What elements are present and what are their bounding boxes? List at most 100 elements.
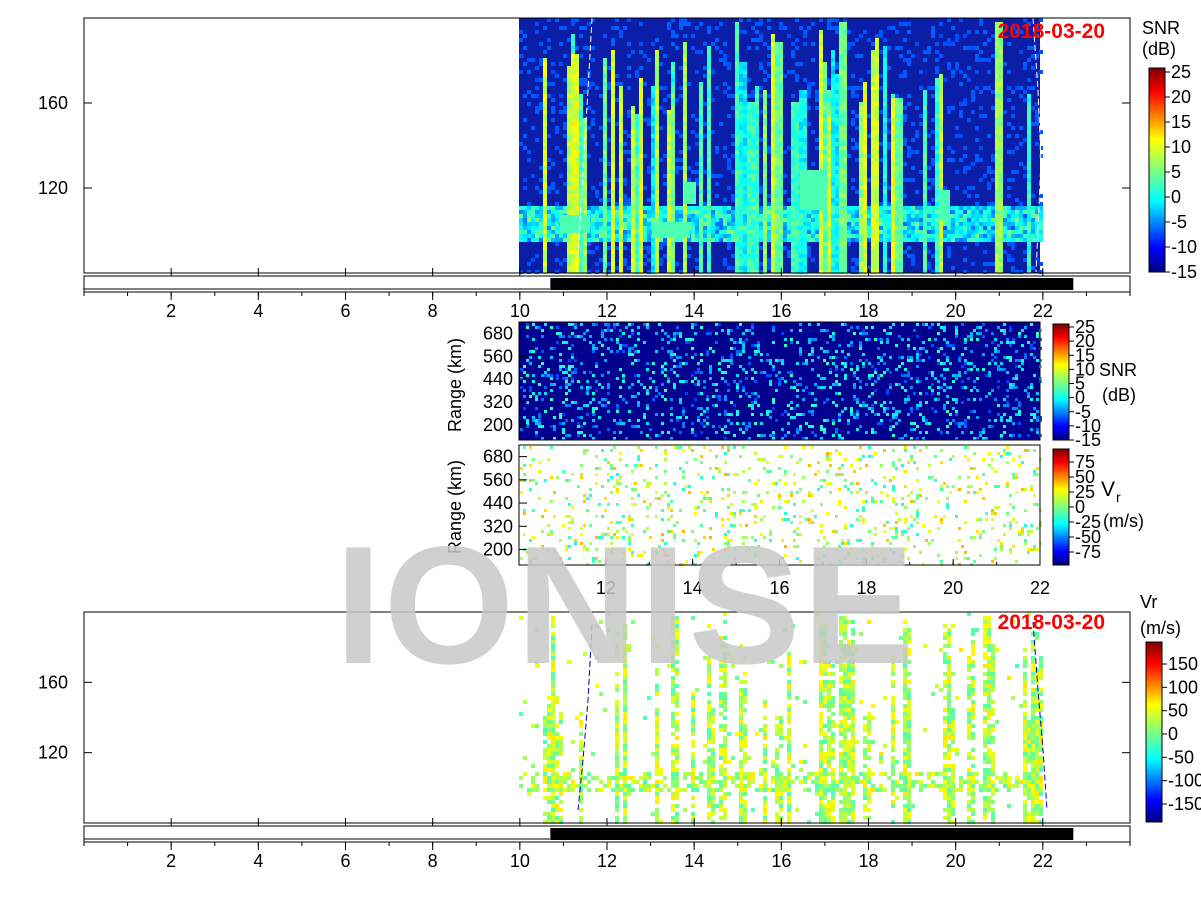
mid-snr-cell bbox=[694, 332, 697, 335]
top-snr-cell bbox=[907, 62, 911, 66]
top-snr-cell bbox=[815, 138, 819, 142]
top-snr-cell bbox=[787, 198, 791, 202]
top-snr-cell bbox=[671, 118, 675, 122]
top-snr-cell bbox=[823, 114, 827, 118]
top-snr-cell bbox=[579, 162, 583, 166]
top-snr-cell bbox=[831, 242, 835, 246]
top-snr-cell bbox=[751, 110, 755, 114]
top-snr-cell bbox=[759, 218, 763, 222]
top-snr-cell bbox=[655, 134, 659, 138]
mid-snr-cell bbox=[634, 344, 637, 347]
top-snr-cell bbox=[931, 210, 935, 214]
top-snr-cell bbox=[759, 186, 763, 190]
top-snr-cell bbox=[827, 194, 831, 198]
top-snr-cell bbox=[739, 222, 743, 226]
top-snr-cell bbox=[927, 186, 931, 190]
top-snr-cell bbox=[791, 270, 795, 274]
top-snr-cell bbox=[683, 238, 687, 242]
top-snr-cell bbox=[871, 102, 875, 106]
top-snr-cell bbox=[995, 86, 999, 90]
top-snr-cell bbox=[999, 138, 1003, 142]
top-snr-cell bbox=[975, 226, 979, 230]
top-snr-cell bbox=[743, 234, 747, 238]
top-snr-cell bbox=[671, 110, 675, 114]
top-snr-cell bbox=[639, 202, 643, 206]
top-snr-cell bbox=[1027, 258, 1031, 262]
top-snr-cell bbox=[739, 238, 743, 242]
mid-snr-cell bbox=[622, 380, 625, 383]
top-snr-cell bbox=[887, 146, 891, 150]
top-snr-cell bbox=[899, 198, 903, 202]
mid-snr-cell bbox=[661, 395, 664, 398]
top-snr-cell bbox=[859, 170, 863, 174]
top-snr-cell bbox=[659, 106, 663, 110]
top-snr-cell bbox=[751, 142, 755, 146]
top-snr-cell bbox=[879, 238, 883, 242]
top-snr-cell bbox=[891, 254, 895, 258]
top-snr-cell bbox=[903, 22, 907, 26]
top-snr-cell bbox=[771, 202, 775, 206]
mid-snr-cell bbox=[571, 344, 574, 347]
top-snr-cell bbox=[683, 102, 687, 106]
top-snr-cell bbox=[871, 110, 875, 114]
top-snr-cell bbox=[951, 70, 955, 74]
top-snr-cell bbox=[1031, 226, 1035, 230]
top-snr-cell bbox=[1039, 234, 1043, 238]
top-snr-cell bbox=[651, 206, 655, 210]
top-snr-cell bbox=[795, 138, 799, 142]
top-snr-cell bbox=[823, 86, 827, 90]
top-snr-cell bbox=[571, 262, 575, 266]
top-snr-cell bbox=[651, 250, 655, 254]
top-snr-cell bbox=[895, 122, 899, 126]
top-snr-cell bbox=[983, 234, 987, 238]
top-snr-cell bbox=[591, 58, 595, 62]
top-snr-cell bbox=[735, 194, 739, 198]
top-snr-cell bbox=[575, 250, 579, 254]
top-snr-cell bbox=[903, 118, 907, 122]
top-snr-cell bbox=[871, 86, 875, 90]
top-snr-cell bbox=[579, 258, 583, 262]
top-snr-cell bbox=[875, 194, 879, 198]
top-snr-cell bbox=[619, 226, 623, 230]
top-snr-cell bbox=[575, 110, 579, 114]
top-snr-cell bbox=[683, 206, 687, 210]
top-snr-cell bbox=[519, 238, 523, 242]
top-snr-cell bbox=[731, 214, 735, 218]
top-snr-cell bbox=[635, 186, 639, 190]
top-snr-cell bbox=[723, 42, 727, 46]
top-snr-cell bbox=[843, 222, 847, 226]
top-snr-cell bbox=[791, 242, 795, 246]
top-snr-cell bbox=[631, 234, 635, 238]
top-snr-cell bbox=[747, 234, 751, 238]
top-snr-cell bbox=[883, 242, 887, 246]
top-snr-cell bbox=[611, 110, 615, 114]
top-snr-cell bbox=[631, 230, 635, 234]
mid-snr-cell bbox=[574, 401, 577, 404]
top-snr-cell bbox=[839, 154, 843, 158]
top-snr-cell bbox=[995, 202, 999, 206]
top-snr-blob bbox=[560, 215, 590, 233]
mid-snr-cell bbox=[619, 419, 622, 422]
top-snr-cell bbox=[799, 106, 803, 110]
top-snr-cell bbox=[935, 146, 939, 150]
top-snr-cell bbox=[771, 142, 775, 146]
top-snr-cell bbox=[635, 222, 639, 226]
top-snr-cell bbox=[863, 190, 867, 194]
top-snr-cell bbox=[971, 238, 975, 242]
top-snr-cell bbox=[567, 190, 571, 194]
top-snr-cell bbox=[703, 218, 707, 222]
top-snr-cell bbox=[787, 146, 791, 150]
top-snr-cell bbox=[831, 158, 835, 162]
top-snr-cell bbox=[827, 234, 831, 238]
top-snr-cell bbox=[547, 230, 551, 234]
top-snr-cell bbox=[975, 234, 979, 238]
top-snr-cell bbox=[799, 138, 803, 142]
top-snr-cell bbox=[567, 114, 571, 118]
mid-snr-cell bbox=[736, 326, 739, 329]
top-snr-cell bbox=[531, 218, 535, 222]
top-snr-cell bbox=[567, 150, 571, 154]
top-snr-cell bbox=[579, 182, 583, 186]
mid-snr-cell bbox=[661, 338, 664, 341]
top-snr-cell bbox=[795, 186, 799, 190]
top-snr-cell bbox=[543, 62, 547, 66]
